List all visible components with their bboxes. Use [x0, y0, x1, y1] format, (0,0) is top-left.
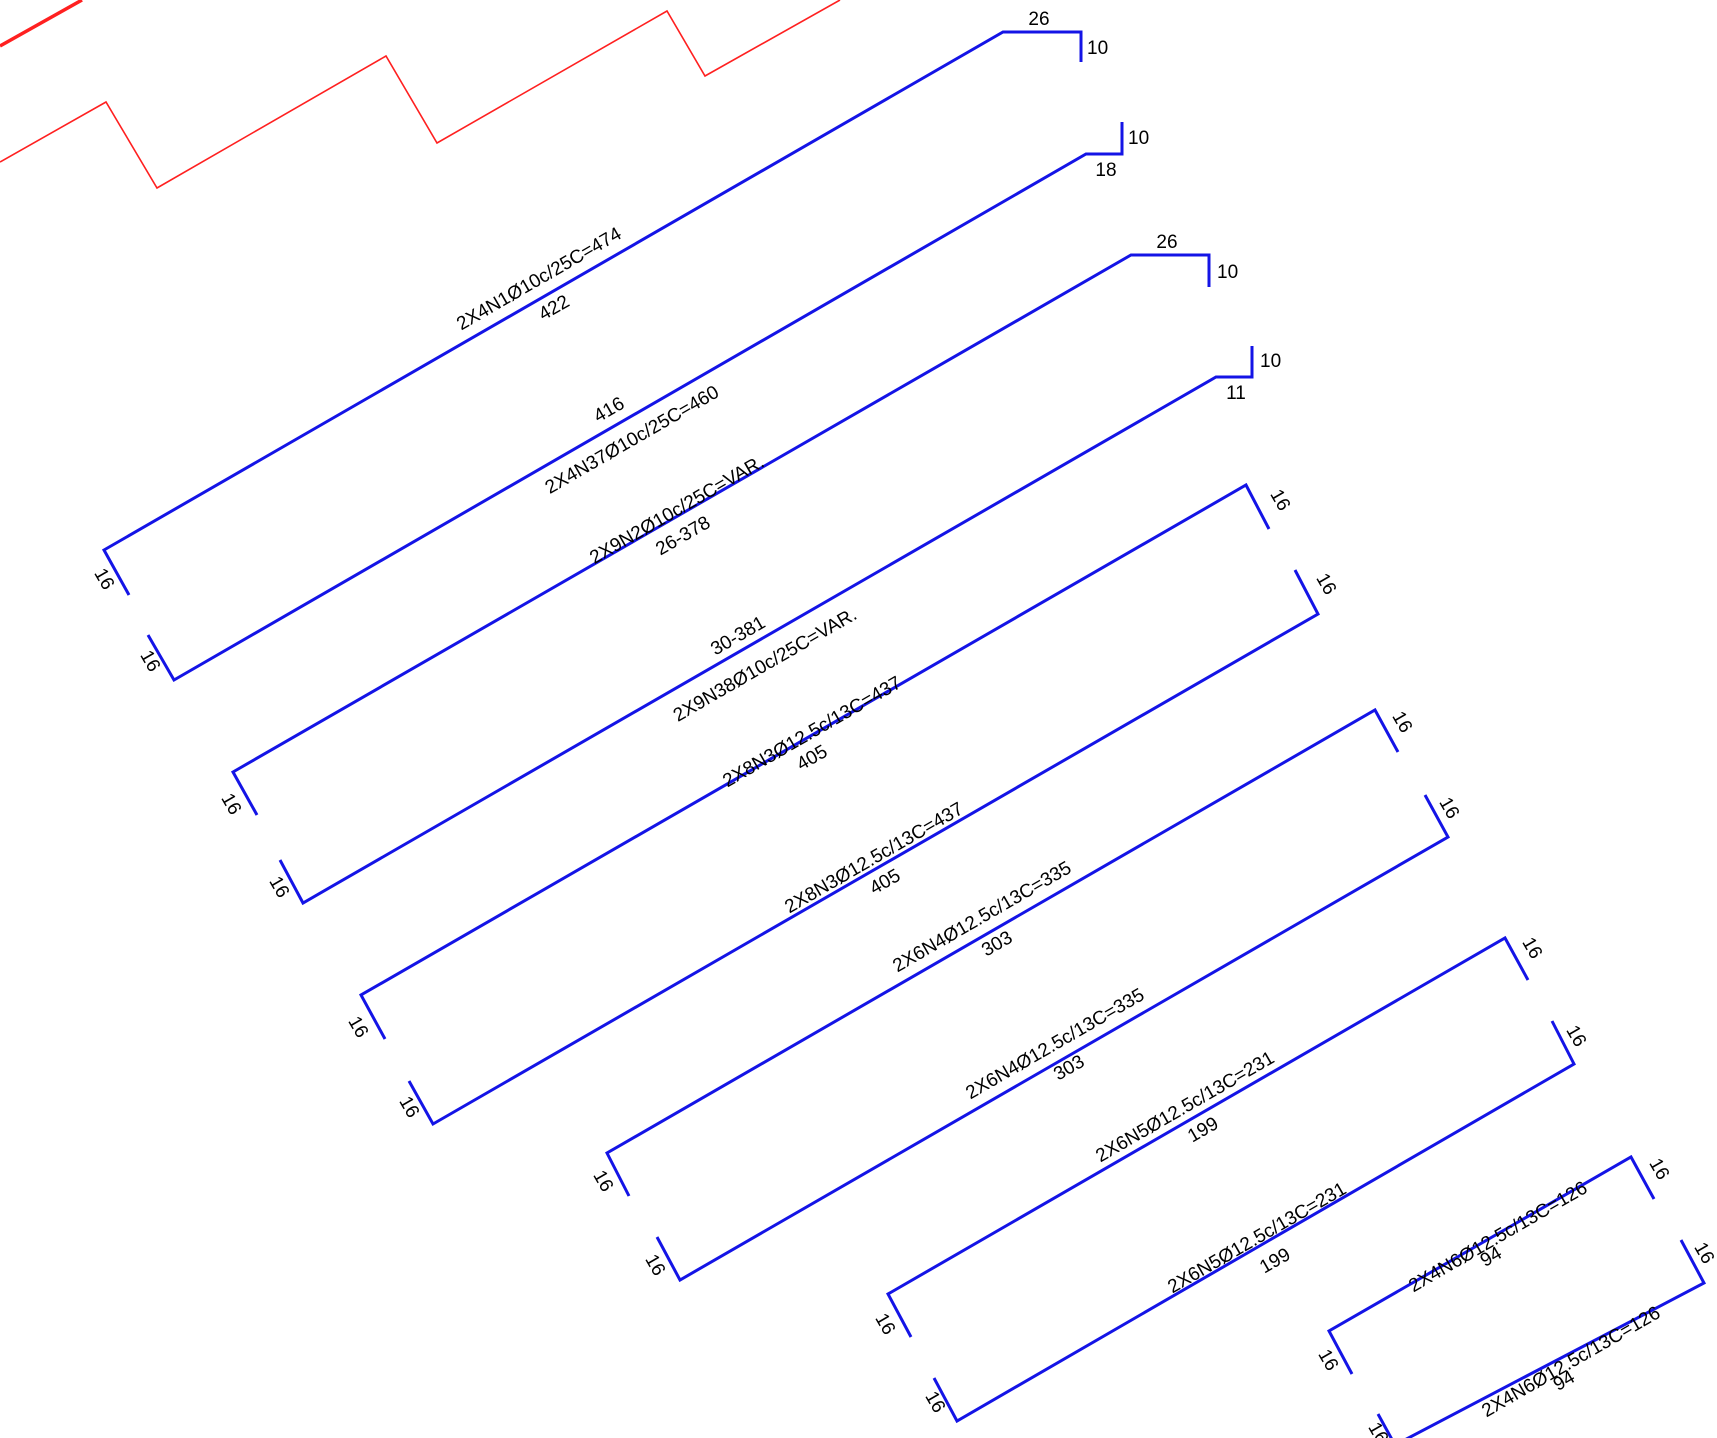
bar-N5a-shape	[885, 935, 1530, 1338]
bar-N37-hook-start: 16	[135, 647, 164, 676]
bar-N3b: 2X8N3Ø12.5c/13C=437 405 16 16	[394, 569, 1340, 1127]
bar-N3b-shape	[407, 569, 1320, 1127]
bar-N5a-mark: 2X6N5Ø12.5c/13C=231	[1092, 1048, 1278, 1167]
bar-N3a-shape	[358, 482, 1271, 1040]
stair-outline-steps	[0, 0, 841, 190]
bar-N3a-mark: 2X8N3Ø12.5c/13C=437	[719, 673, 905, 792]
bar-N2-hook-start: 16	[216, 790, 245, 819]
bar-N2-end-leg: 10	[1217, 262, 1238, 283]
bar-N37: 416 2X4N37Ø10c/25C=460 16 18 10	[135, 122, 1149, 683]
bar-N2-top-leg: 26	[1156, 232, 1177, 253]
bar-N6b: 2X4N6Ø12.5c/13C=126 94 16 16	[1363, 1239, 1717, 1438]
bar-N37-shape	[146, 122, 1124, 683]
bar-N3a-hook-start: 16	[343, 1013, 372, 1042]
bar-N1-top-leg: 26	[1028, 9, 1049, 30]
bar-N2: 2X9N2Ø10c/25C=VAR. 26-378 16 26 10	[216, 232, 1238, 819]
stair-outline	[0, 0, 841, 190]
bar-N38-shape	[278, 346, 1254, 906]
bar-N5b-shape	[932, 1020, 1576, 1424]
bar-N3b-hook-end: 16	[1311, 570, 1340, 599]
bar-N5b-hook-start: 16	[920, 1388, 949, 1417]
bar-N4b-hook-start: 16	[640, 1251, 669, 1280]
bar-N1-length: 422	[535, 291, 573, 325]
bar-N4a: 2X6N4Ø12.5c/13C=335 303 16 16	[588, 707, 1416, 1197]
bar-N38-top-leg: 11	[1226, 383, 1246, 404]
bar-N37-end-leg: 10	[1128, 128, 1149, 149]
bar-N4b-length: 303	[1050, 1051, 1088, 1085]
bar-N37-top-leg: 18	[1095, 160, 1116, 181]
bar-N3a: 2X8N3Ø12.5c/13C=437 405 16 16	[343, 482, 1294, 1042]
bar-N5a-hook-start: 16	[870, 1310, 899, 1339]
bar-N6a-mark: 2X4N6Ø12.5c/13C=126	[1405, 1178, 1591, 1297]
stair-outline-thick	[0, 0, 83, 48]
bar-N4a-hook-end: 16	[1387, 708, 1416, 737]
bar-N2-shape	[230, 253, 1211, 816]
bar-N4a-shape	[605, 707, 1400, 1197]
bar-N6b-mark: 2X4N6Ø12.5c/13C=126	[1478, 1303, 1664, 1422]
bar-N5b-length: 199	[1256, 1244, 1294, 1278]
bar-N1: 2X4N1Ø10c/25C=474 422 16 26 10	[89, 9, 1108, 596]
bar-N6a-hook-end: 16	[1644, 1155, 1673, 1184]
bar-N5b-mark: 2X6N5Ø12.5c/13C=231	[1164, 1179, 1350, 1298]
bar-N4a-hook-start: 16	[588, 1167, 617, 1196]
bar-N38: 30-381 2X9N38Ø10c/25C=VAR. 16 11 10	[264, 346, 1281, 906]
bar-N3b-mark: 2X8N3Ø12.5c/13C=437	[781, 799, 967, 918]
bar-N4b-mark: 2X6N4Ø12.5c/13C=335	[962, 985, 1148, 1104]
bar-N1-mark: 2X4N1Ø10c/25C=474	[453, 223, 625, 335]
bar-N6b-shape	[1376, 1239, 1707, 1438]
bar-N5a-hook-end: 16	[1517, 934, 1546, 963]
bar-N4a-length: 303	[978, 927, 1016, 961]
bar-N3a-hook-end: 16	[1265, 486, 1294, 515]
bar-N1-end-leg: 10	[1087, 38, 1108, 59]
bar-N6a-shape	[1326, 1154, 1656, 1375]
bar-N1-shape	[101, 30, 1083, 596]
bar-N4a-mark: 2X6N4Ø12.5c/13C=335	[889, 858, 1075, 977]
bar-N37-mark: 2X4N37Ø10c/25C=460	[542, 382, 723, 499]
bar-N38-end-leg: 10	[1260, 351, 1281, 372]
bar-N4b-shape	[655, 794, 1451, 1283]
bar-N6b-hook-start: 16	[1363, 1419, 1392, 1438]
